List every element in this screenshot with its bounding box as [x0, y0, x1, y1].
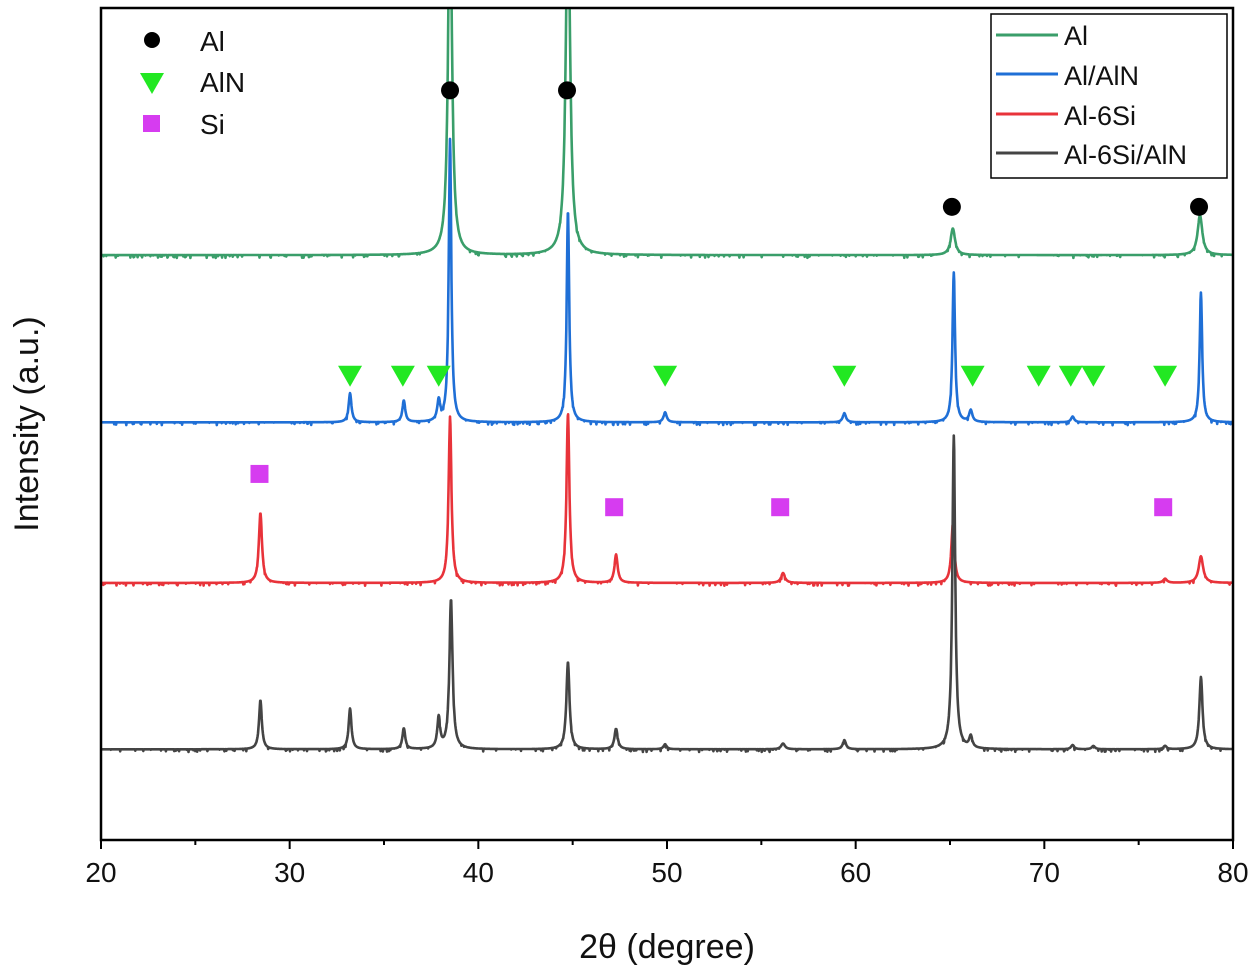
aln-peak-marker — [426, 365, 451, 387]
x-tick-label: 20 — [85, 857, 116, 888]
x-tick-label: 30 — [274, 857, 305, 888]
legend-series-al-6si: Al-6Si — [1064, 101, 1136, 131]
al-peak-marker — [1190, 197, 1209, 216]
phase-markers — [250, 81, 1209, 517]
aln-peak-marker — [1153, 365, 1178, 387]
legend-si-square-icon — [143, 115, 160, 132]
x-tick-label: 80 — [1217, 857, 1248, 888]
aln-peak-marker — [390, 365, 415, 387]
aln-peak-marker — [1081, 365, 1106, 387]
legend-series-al: Al — [1064, 21, 1088, 51]
si-peak-marker — [605, 498, 624, 517]
si-peak-marker — [1154, 498, 1173, 517]
aln-peak-marker — [1058, 365, 1083, 387]
aln-peak-marker — [338, 365, 363, 387]
curve-al-aln — [101, 137, 1233, 427]
curve-al-6si — [101, 413, 1233, 587]
al-peak-marker — [558, 81, 577, 100]
curve-al — [101, 8, 1233, 260]
x-axis-ticks: 20 30 40 50 60 70 80 — [85, 840, 1249, 888]
legend-si-label: Si — [200, 109, 225, 140]
x-tick-label: 40 — [463, 857, 494, 888]
al-peak-marker — [441, 81, 460, 100]
aln-peak-marker — [1026, 365, 1051, 387]
x-tick-label: 50 — [651, 857, 682, 888]
series-legend: Al Al/AlN Al-6Si Al-6Si/AlN — [990, 13, 1228, 179]
legend-al-label: Al — [200, 26, 225, 57]
curve-al-6si-aln — [101, 434, 1233, 754]
series-curves — [101, 8, 1233, 754]
si-peak-marker — [250, 464, 269, 483]
legend-series-al-6si-aln: Al-6Si/AlN — [1064, 140, 1187, 170]
legend-series-al-aln: Al/AlN — [1064, 61, 1139, 91]
y-axis-label: Intensity (a.u.) — [8, 316, 46, 531]
si-peak-marker — [771, 498, 790, 517]
legend-aln-triangle-icon — [140, 73, 164, 94]
x-tick-label: 60 — [840, 857, 871, 888]
aln-peak-marker — [832, 365, 857, 387]
aln-peak-marker — [960, 365, 985, 387]
aln-peak-marker — [653, 365, 678, 387]
series-legend-box — [990, 13, 1228, 179]
al-peak-marker — [942, 197, 961, 216]
phase-legend: Al AlN Si — [140, 26, 245, 140]
legend-aln-label: AlN — [200, 67, 245, 98]
x-axis-label: 2θ (degree) — [579, 928, 755, 966]
legend-al-circle-icon — [144, 32, 160, 48]
x-tick-label: 70 — [1029, 857, 1060, 888]
